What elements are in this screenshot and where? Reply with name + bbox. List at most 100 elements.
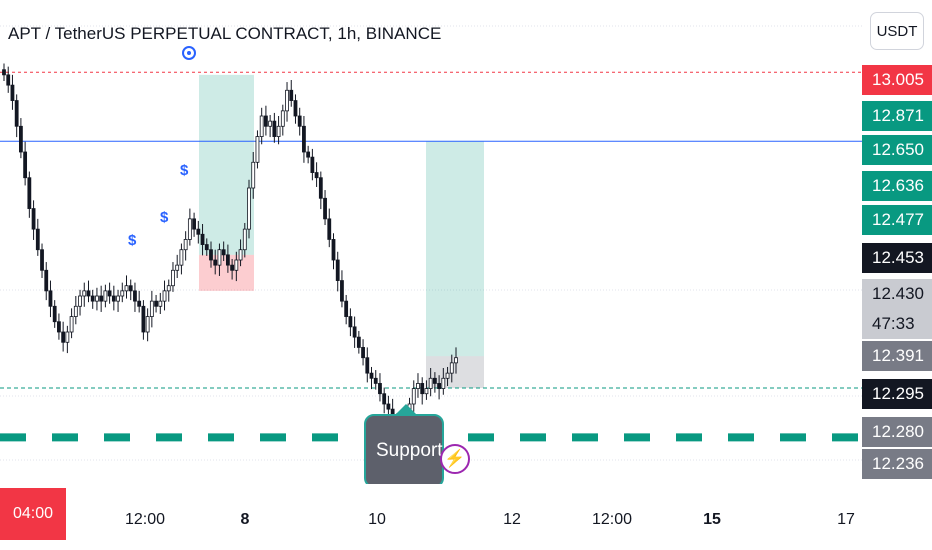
candle-body — [420, 383, 425, 395]
chart-title: APT / TetherUS PERPETUAL CONTRACT, 1h, B… — [8, 24, 442, 43]
candle-body — [213, 259, 218, 266]
candle-body — [221, 249, 226, 256]
candle-body — [348, 316, 353, 328]
dollar-signal-icon[interactable]: $ — [160, 209, 169, 226]
candle-body — [424, 388, 429, 395]
candle-body — [23, 151, 28, 179]
price-axis-label: 12.430 — [862, 279, 932, 309]
candle-body — [154, 300, 158, 307]
candle-body — [416, 383, 420, 389]
candle-body — [428, 377, 433, 389]
candle-body — [14, 100, 19, 127]
candle-body — [432, 377, 437, 384]
price-axis-label: 12.280 — [862, 417, 932, 447]
candle-body — [86, 290, 91, 297]
candle-body — [344, 300, 349, 317]
candle-body — [373, 377, 378, 384]
candle-body — [268, 120, 273, 127]
candle-body — [31, 208, 36, 230]
time-tick: 12 — [503, 511, 521, 528]
time-tick: 12:00 — [124, 511, 166, 528]
candle-body — [449, 362, 454, 374]
candle-body — [289, 89, 294, 101]
candle-body — [352, 326, 357, 338]
candle-body — [18, 125, 23, 153]
lightning-icon[interactable]: ⚡ — [440, 444, 470, 474]
candle-body — [310, 156, 315, 173]
candle-body — [276, 125, 281, 137]
support-callout-tip — [394, 404, 418, 416]
candle-body — [285, 89, 289, 112]
candle-body — [124, 285, 129, 292]
candle-body — [27, 177, 32, 209]
price-axis-label: 12.295 — [862, 379, 932, 409]
candle-body — [137, 300, 142, 307]
price-axis-label: 13.005 — [862, 65, 932, 95]
time-tick: 15 — [703, 511, 721, 528]
price-axis-label: 12.236 — [862, 449, 932, 479]
candle-body — [361, 347, 365, 359]
candle-body — [327, 218, 332, 240]
candle-body — [382, 393, 387, 405]
candle-body — [280, 110, 285, 127]
candle-body — [196, 228, 201, 235]
candle-body — [331, 239, 336, 261]
candle-body — [35, 228, 40, 251]
candle-body — [82, 290, 87, 297]
candle-body — [65, 331, 70, 343]
price-axis-label: 12.391 — [862, 341, 932, 371]
dollar-signal-icon[interactable]: $ — [180, 162, 189, 179]
support-annotation[interactable]: Support — [364, 414, 444, 488]
position-profit-zone — [199, 74, 254, 255]
dollar-signal-icon[interactable]: $ — [128, 232, 137, 249]
candle-body — [441, 377, 446, 389]
current-time-label: 04:00 — [12, 505, 54, 522]
candle-body — [365, 357, 370, 374]
candle-body — [149, 300, 154, 317]
candle-body — [335, 259, 340, 281]
candle-body — [73, 305, 78, 317]
candle-body — [340, 280, 344, 302]
candle-body — [187, 218, 192, 240]
candle-body — [171, 269, 175, 287]
candle-body — [225, 254, 230, 266]
time-tick: 10 — [368, 511, 386, 528]
candle-body — [217, 249, 222, 266]
price-axis-label: 47:33 — [862, 309, 932, 339]
candle-body — [133, 290, 137, 302]
candle-body — [255, 136, 260, 163]
candle-body — [318, 177, 323, 199]
candle-body — [61, 331, 66, 343]
candle-body — [145, 316, 150, 333]
candle-body — [44, 269, 49, 292]
candle-body — [111, 295, 116, 302]
price-axis-label: 12.636 — [862, 171, 932, 201]
candle-body — [158, 300, 163, 307]
candle-body — [204, 244, 209, 251]
target-icon[interactable] — [182, 46, 196, 60]
time-tick: 8 — [240, 511, 250, 528]
position-profit-zone — [426, 141, 484, 357]
candle-body — [454, 357, 458, 364]
price-axis-label: 12.453 — [862, 243, 932, 273]
candle-body — [314, 172, 319, 179]
price-axis-label: 12.650 — [862, 135, 932, 165]
candle-body — [230, 264, 235, 271]
candle-body — [386, 403, 391, 410]
candle-body — [116, 295, 120, 302]
candle-body — [445, 372, 450, 379]
time-axis[interactable] — [0, 484, 932, 550]
candle-body — [200, 233, 205, 245]
candle-body — [437, 383, 442, 389]
candle-body — [238, 249, 243, 261]
candle-body — [128, 285, 133, 292]
candle-body — [2, 69, 6, 76]
candle-body — [251, 161, 256, 189]
candle-body — [120, 290, 125, 297]
price-axis-label: 12.871 — [862, 101, 932, 131]
candle-body — [166, 285, 171, 292]
candle-body — [378, 383, 382, 395]
currency-button[interactable]: USDT — [870, 12, 924, 50]
time-tick: 17 — [837, 511, 855, 528]
candle-body — [175, 264, 180, 271]
